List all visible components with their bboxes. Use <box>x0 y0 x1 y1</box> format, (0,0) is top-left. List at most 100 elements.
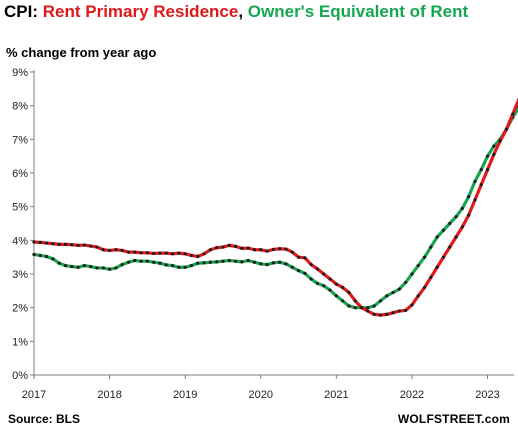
data-point-oer <box>315 281 320 286</box>
data-point-oer <box>189 263 194 268</box>
data-point-rent <box>177 251 181 255</box>
data-point-oer <box>63 263 68 268</box>
data-point-oer <box>397 287 401 291</box>
data-point-rent <box>385 312 389 316</box>
data-point-rent <box>498 139 502 143</box>
data-point-rent <box>45 241 49 245</box>
data-point-oer <box>259 262 263 266</box>
data-point-rent <box>397 309 401 313</box>
data-point-rent <box>473 198 477 202</box>
data-point-rent <box>89 244 93 248</box>
data-point-oer <box>227 258 231 263</box>
data-point-oer <box>221 259 225 263</box>
title-rent-label: Rent Primary Residence <box>42 2 239 21</box>
data-point-oer <box>391 290 395 295</box>
data-point-oer <box>460 206 464 210</box>
data-point-oer <box>309 277 313 281</box>
data-point-oer <box>45 254 49 259</box>
data-point-rent <box>341 285 345 290</box>
data-point-oer <box>114 266 118 270</box>
data-point-oer <box>410 272 414 276</box>
title-oer-label: Owner's Equivalent of Rent <box>247 2 469 21</box>
x-tick-label: 2023 <box>475 389 499 401</box>
data-point-oer <box>233 259 238 263</box>
data-point-oer <box>328 288 332 292</box>
data-point-oer <box>107 267 112 271</box>
data-point-rent <box>309 262 313 267</box>
data-point-oer <box>265 262 269 267</box>
data-point-oer <box>202 261 206 265</box>
data-point-rent <box>120 248 124 253</box>
data-point-rent <box>164 251 168 255</box>
data-point-rent <box>479 183 483 187</box>
data-point-rent <box>215 246 219 250</box>
data-point-oer <box>485 154 490 158</box>
data-point-oer <box>246 258 250 263</box>
data-point-oer <box>76 265 80 269</box>
data-point-oer <box>126 260 131 264</box>
data-point-rent <box>334 282 338 286</box>
data-point-rent <box>284 247 288 251</box>
data-point-oer <box>152 260 156 264</box>
data-point-oer <box>170 263 175 268</box>
data-point-rent <box>233 244 238 248</box>
data-point-rent <box>328 277 332 281</box>
y-tick-label: 2% <box>12 303 28 315</box>
data-point-rent <box>353 299 357 303</box>
data-point-oer <box>467 194 471 199</box>
data-point-oer <box>372 304 376 308</box>
data-point-rent <box>51 242 55 246</box>
data-point-rent <box>504 127 509 131</box>
data-point-oer <box>95 266 99 270</box>
data-point-rent <box>492 152 496 157</box>
data-point-oer <box>82 263 86 268</box>
data-point-rent <box>240 246 244 251</box>
data-point-rent <box>196 254 200 259</box>
data-point-rent <box>139 251 143 255</box>
data-point-oer <box>290 265 294 269</box>
y-tick-label: 4% <box>12 235 28 247</box>
chart-subtitle: % change from year ago <box>6 45 157 60</box>
data-point-oer <box>473 179 477 184</box>
data-point-rent <box>265 249 269 253</box>
data-point-rent <box>133 250 137 254</box>
data-point-oer <box>51 257 55 261</box>
y-tick-label: 7% <box>12 134 28 146</box>
data-point-rent <box>485 168 490 172</box>
data-point-rent <box>221 245 225 249</box>
data-point-oer <box>366 306 370 310</box>
data-point-oer <box>208 260 212 264</box>
data-point-oer <box>441 228 446 232</box>
data-point-oer <box>278 260 282 264</box>
title-prefix: CPI: <box>4 2 43 21</box>
data-point-rent <box>252 248 257 252</box>
data-point-rent <box>460 225 464 229</box>
data-point-rent <box>208 248 212 252</box>
x-tick-label: 2022 <box>400 389 424 401</box>
data-point-oer <box>416 263 420 268</box>
data-point-oer <box>353 306 357 310</box>
data-point-oer <box>215 260 219 264</box>
y-tick-label: 1% <box>12 336 28 348</box>
data-point-oer <box>492 144 496 148</box>
data-point-rent <box>467 213 471 217</box>
data-point-oer <box>120 262 124 267</box>
data-point-oer <box>196 261 200 265</box>
data-point-rent <box>391 311 395 315</box>
chart-title: CPI: Rent Primary Residence, Owner's Equ… <box>4 2 468 22</box>
title-separator: , <box>238 2 248 21</box>
y-tick-label: 0% <box>12 370 28 382</box>
data-point-rent <box>246 246 250 250</box>
data-point-rent <box>76 243 80 247</box>
x-tick-label: 2019 <box>173 389 197 401</box>
data-point-oer <box>334 294 338 298</box>
data-point-rent <box>145 251 149 255</box>
data-point-rent <box>126 250 131 254</box>
data-point-rent <box>429 275 433 279</box>
source-note: Source: BLS <box>8 412 81 426</box>
data-point-rent <box>95 245 99 249</box>
data-point-rent <box>359 306 364 310</box>
data-point-oer <box>70 264 74 269</box>
